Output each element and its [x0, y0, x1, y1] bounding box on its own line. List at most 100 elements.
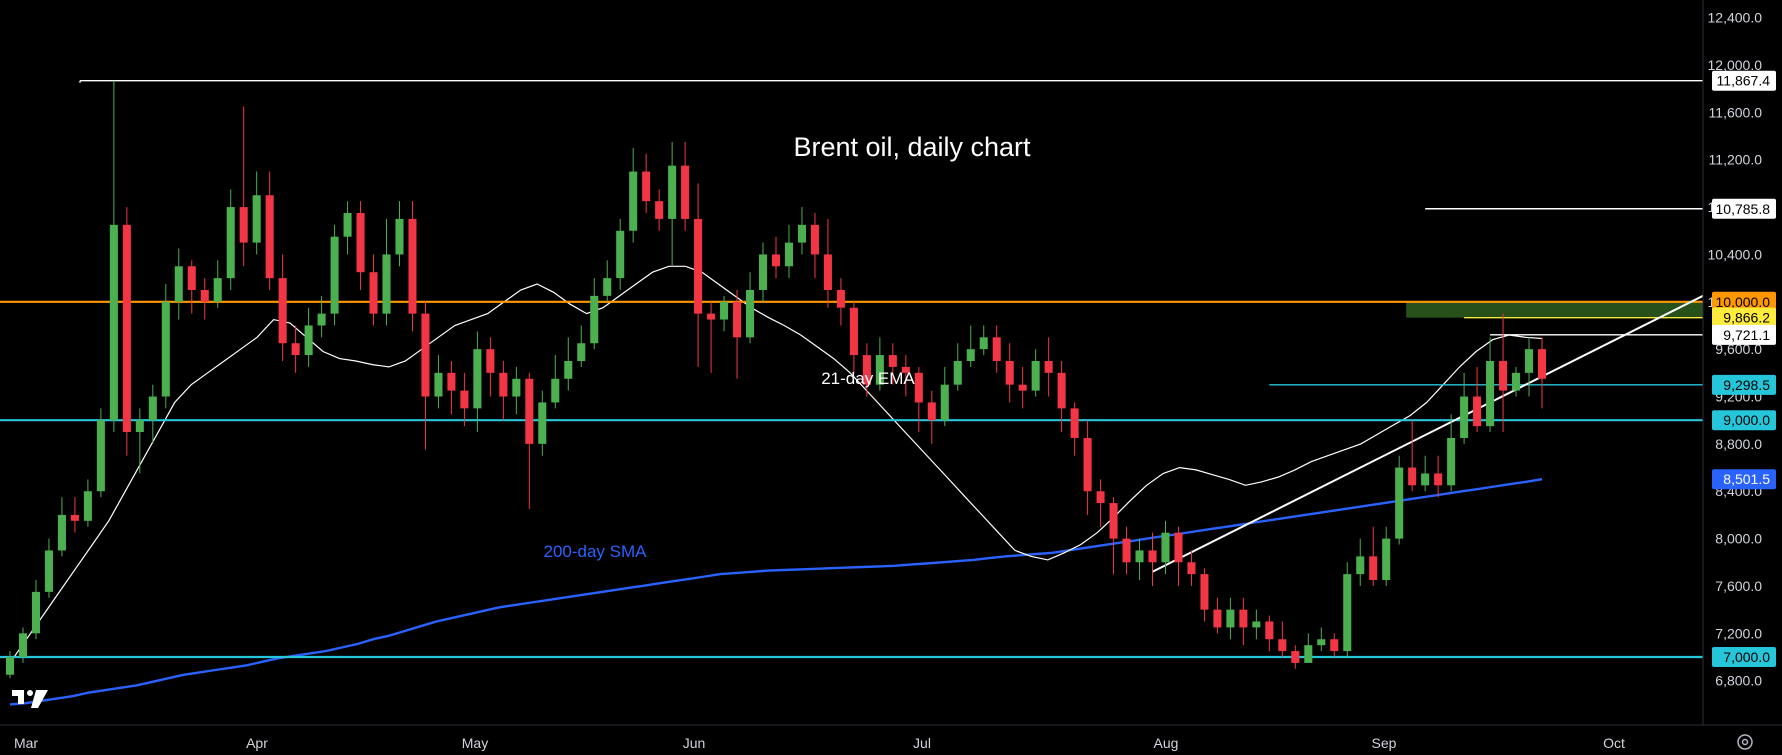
candle[interactable]	[395, 201, 404, 267]
candle[interactable]	[1512, 366, 1521, 397]
candle[interactable]	[434, 355, 443, 409]
candle[interactable]	[733, 289, 742, 379]
candle[interactable]	[304, 307, 313, 367]
candle[interactable]	[668, 141, 677, 267]
candle[interactable]	[875, 337, 884, 391]
candle[interactable]	[1096, 479, 1105, 527]
candle[interactable]	[57, 497, 66, 557]
candle[interactable]	[5, 651, 15, 679]
candle[interactable]	[70, 497, 79, 533]
candle[interactable]	[343, 201, 352, 255]
candle[interactable]	[18, 627, 28, 663]
candle[interactable]	[629, 147, 638, 243]
candle[interactable]	[771, 236, 781, 279]
candle[interactable]	[642, 153, 651, 213]
candle[interactable]	[148, 384, 157, 444]
candle[interactable]	[836, 278, 845, 326]
candle[interactable]	[551, 355, 560, 409]
candle[interactable]	[1343, 562, 1352, 657]
candle[interactable]	[1057, 361, 1066, 433]
candle[interactable]	[1317, 627, 1326, 652]
candle[interactable]	[447, 361, 456, 415]
candle[interactable]	[1408, 420, 1417, 492]
candle[interactable]	[979, 325, 988, 356]
candle[interactable]	[1044, 337, 1053, 397]
candle[interactable]	[888, 343, 897, 385]
candle[interactable]	[616, 218, 625, 290]
candle[interactable]	[577, 325, 586, 367]
candle[interactable]	[590, 278, 599, 350]
candle[interactable]	[96, 408, 105, 498]
candle[interactable]	[823, 218, 832, 308]
candle[interactable]	[564, 337, 573, 391]
candle[interactable]	[966, 325, 975, 367]
price-axis[interactable]: 12,400.012,000.011,600.011,200.010,800.0…	[1708, 10, 1763, 689]
candle[interactable]	[213, 260, 222, 308]
candle[interactable]	[1291, 645, 1300, 669]
candle[interactable]	[1005, 343, 1014, 403]
candle[interactable]	[681, 141, 690, 231]
candle[interactable]	[1187, 550, 1196, 586]
candle[interactable]	[655, 189, 664, 231]
candle[interactable]	[1356, 538, 1365, 586]
candle[interactable]	[369, 254, 378, 326]
candle[interactable]	[31, 580, 40, 640]
candle[interactable]	[1382, 526, 1391, 586]
candle[interactable]	[239, 106, 248, 267]
candle[interactable]	[810, 213, 819, 279]
candle[interactable]	[797, 207, 806, 255]
candle[interactable]	[499, 361, 508, 421]
candle[interactable]	[291, 325, 300, 373]
candle[interactable]	[109, 80, 118, 433]
candle[interactable]	[927, 390, 936, 444]
candle[interactable]	[1524, 337, 1534, 397]
candle[interactable]	[382, 218, 391, 326]
candle[interactable]	[1369, 526, 1378, 586]
candle[interactable]	[83, 479, 92, 527]
candle[interactable]	[1473, 366, 1482, 433]
candle[interactable]	[1304, 633, 1313, 663]
candle[interactable]	[161, 284, 170, 409]
candle[interactable]	[758, 242, 768, 302]
candle[interactable]	[901, 355, 910, 397]
candle[interactable]	[1434, 455, 1443, 498]
time-axis[interactable]: Mar Apr May Jun Jul Aug Sep Oct	[14, 735, 1625, 751]
candle[interactable]	[1499, 313, 1508, 433]
candle[interactable]	[356, 201, 365, 290]
candle[interactable]	[252, 171, 261, 255]
candle[interactable]	[135, 408, 144, 474]
candle[interactable]	[1486, 337, 1495, 433]
candle[interactable]	[1109, 497, 1118, 575]
candle[interactable]	[862, 343, 871, 397]
candle[interactable]	[1122, 526, 1131, 575]
candle[interactable]	[1460, 372, 1469, 444]
candle[interactable]	[525, 372, 534, 509]
candle[interactable]	[317, 295, 326, 338]
candle[interactable]	[44, 538, 53, 598]
candle[interactable]	[1135, 538, 1144, 581]
candle[interactable]	[694, 183, 703, 367]
candle[interactable]	[200, 278, 209, 320]
candle[interactable]	[1213, 597, 1222, 634]
candle[interactable]	[940, 366, 949, 427]
candle[interactable]	[914, 366, 923, 433]
candle[interactable]	[1200, 568, 1209, 622]
candle[interactable]	[720, 295, 729, 332]
candle[interactable]	[1395, 455, 1404, 545]
candle[interactable]	[408, 201, 417, 332]
candle[interactable]	[784, 224, 794, 279]
candle[interactable]	[1148, 532, 1157, 586]
candle[interactable]	[1252, 609, 1261, 640]
candle[interactable]	[707, 301, 716, 373]
candle[interactable]	[473, 331, 482, 433]
candle[interactable]	[1083, 420, 1092, 515]
candle[interactable]	[486, 337, 495, 397]
settings-gear-icon[interactable]	[1737, 734, 1753, 750]
candle[interactable]	[849, 301, 858, 373]
candle[interactable]	[1537, 337, 1547, 409]
candle[interactable]	[512, 366, 521, 415]
candle[interactable]	[187, 260, 196, 314]
candle[interactable]	[746, 272, 755, 344]
candle[interactable]	[992, 325, 1001, 373]
